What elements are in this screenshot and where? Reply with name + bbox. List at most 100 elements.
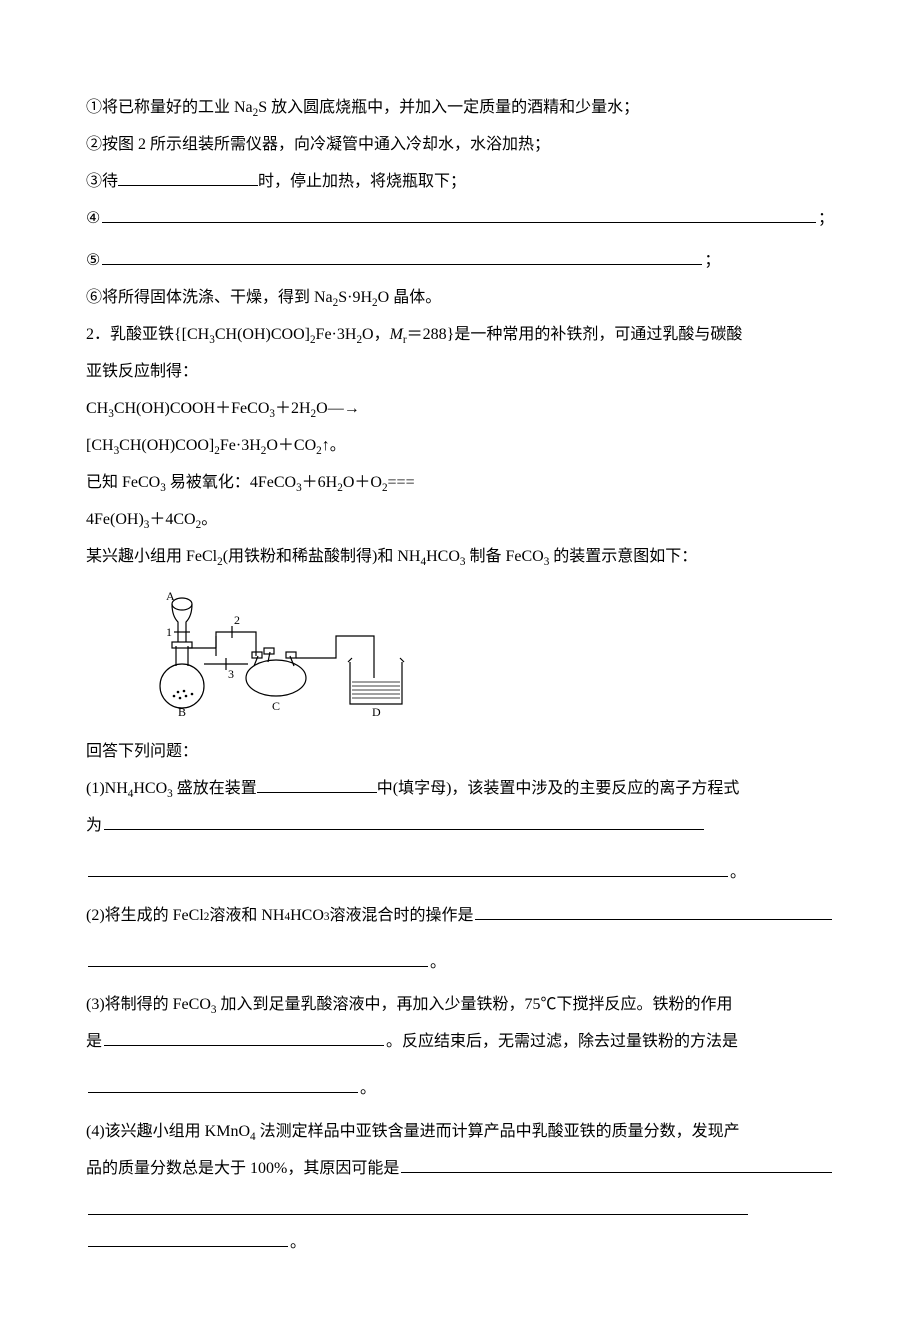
- part-1-line3: 。: [86, 855, 834, 892]
- blank-field[interactable]: [104, 813, 704, 830]
- known-line-2: 4Fe(OH)3＋4CO2。: [86, 502, 834, 539]
- label-3: 3: [228, 667, 234, 681]
- text: ===: [388, 474, 415, 491]
- step-2: ②按图 2 所示组装所需仪器，向冷凝管中通入冷却水，水浴加热；: [86, 127, 834, 164]
- known-line-1: 已知 FeCO3 易被氧化：4FeCO3＋6H2O＋O2===: [86, 465, 834, 502]
- text: ；: [704, 243, 720, 280]
- text: 品的质量分数总是大于 100%，其原因可能是: [86, 1151, 399, 1188]
- text: 。: [360, 1071, 376, 1108]
- text: ；: [818, 201, 834, 238]
- text: 2．乳酸亚铁{[CH: [86, 326, 209, 343]
- text: ＝288}是一种常用的补铁剂，可通过乳酸与碳酸: [407, 326, 743, 343]
- text: S·9H: [338, 289, 372, 306]
- text: 溶液和 NH: [209, 898, 284, 935]
- text: 盛放在装置: [173, 780, 257, 797]
- q2-intro: 2．乳酸亚铁{[CH3CH(OH)COO]2Fe·3H2O，Mr＝288}是一种…: [86, 317, 834, 354]
- label-1: 1: [166, 625, 172, 639]
- q2-intro-2: 亚铁反应制得：: [86, 354, 834, 391]
- part-4-line2: 品的质量分数总是大于 100%，其原因可能是: [86, 1151, 834, 1188]
- blank-field[interactable]: [118, 169, 258, 186]
- text: 制备 FeCO: [465, 548, 543, 565]
- part-4-line4: 。: [86, 1225, 834, 1262]
- label-d: D: [372, 705, 381, 716]
- text: 回答下列问题：: [86, 743, 198, 760]
- text: Fe·3H: [316, 326, 357, 343]
- text: 是: [86, 1024, 102, 1061]
- text: CH(OH)COOH＋FeCO: [114, 400, 270, 417]
- text: Fe·3H: [220, 437, 261, 454]
- text: O＋O: [343, 474, 382, 491]
- group-line: 某兴趣小组用 FeCl2(用铁粉和稀盐酸制得)和 NH4HCO3 制备 FeCO…: [86, 539, 834, 576]
- part-3: (3)将制得的 FeCO3 加入到足量乳酸溶液中，再加入少量铁粉，75℃下搅拌反…: [86, 987, 834, 1024]
- text: ＋4CO: [149, 511, 195, 528]
- answer-heading: 回答下列问题：: [86, 734, 834, 771]
- step-6: ⑥将所得固体洗涤、干燥，得到 Na2S·9H2O 晶体。: [86, 280, 834, 317]
- text: HCO: [133, 780, 167, 797]
- blank-field[interactable]: [88, 1076, 358, 1093]
- text: 。反应结束后，无需过滤，除去过量铁粉的方法是: [386, 1024, 738, 1061]
- part-2: (2)将生成的 FeCl2 溶液和 NH4HCO3 溶液混合时的操作是: [86, 898, 834, 935]
- blank-field[interactable]: [102, 206, 816, 223]
- text: O 晶体。: [378, 289, 442, 306]
- text: ⑥将所得固体洗涤、干燥，得到 Na: [86, 289, 333, 306]
- step-3: ③待 时，停止加热，将烧瓶取下；: [86, 164, 834, 201]
- label-c: C: [272, 699, 280, 713]
- part-1: (1)NH4HCO3 盛放在装置中(填字母)，该装置中涉及的主要反应的离子方程式: [86, 771, 834, 808]
- text: 。: [430, 945, 446, 982]
- text: O＋CO: [266, 437, 316, 454]
- label-a: A: [166, 589, 175, 603]
- blank-field[interactable]: [257, 776, 377, 793]
- text: [CH: [86, 437, 114, 454]
- text: S 放入圆底烧瓶中，并加入一定质量的酒精和少量水；: [258, 99, 639, 116]
- text: 加入到足量乳酸溶液中，再加入少量铁粉，75℃下搅拌反应。铁粉的作用: [216, 996, 732, 1013]
- mr-symbol: M: [390, 326, 403, 343]
- text: 法测定样品中亚铁含量进而计算产品中乳酸亚铁的质量分数，发现产: [256, 1123, 740, 1140]
- text: CH(OH)COO]: [119, 437, 214, 454]
- text: ＋6H: [302, 474, 338, 491]
- text: (4)该兴趣小组用 KMnO: [86, 1123, 250, 1140]
- blank-field[interactable]: [88, 950, 428, 967]
- text: 已知 FeCO: [86, 474, 160, 491]
- blank-field[interactable]: [475, 903, 832, 920]
- part-1-line2: 为: [86, 808, 834, 845]
- blank-field[interactable]: [88, 1230, 288, 1247]
- text: ↑。: [322, 437, 346, 454]
- apparatus-svg: A 1 2 3 B C D: [136, 586, 426, 716]
- part-4-line3: [86, 1198, 834, 1215]
- blank-field[interactable]: [104, 1029, 384, 1046]
- part-3-line2: 是 。反应结束后，无需过滤，除去过量铁粉的方法是: [86, 1024, 834, 1061]
- label-b: B: [178, 705, 186, 716]
- text: (1)NH: [86, 780, 128, 797]
- text: 时，停止加热，将烧瓶取下；: [258, 173, 466, 190]
- step-1: ①将已称量好的工业 Na2S 放入圆底烧瓶中，并加入一定质量的酒精和少量水；: [86, 90, 834, 127]
- text: (用铁粉和稀盐酸制得)和 NH: [223, 548, 421, 565]
- text: (3)将制得的 FeCO: [86, 996, 211, 1013]
- text: 某兴趣小组用 FeCl: [86, 548, 217, 565]
- text: 易被氧化：4FeCO: [166, 474, 296, 491]
- text: O―→: [316, 400, 360, 417]
- text: HCO: [426, 548, 460, 565]
- text: ⑤: [86, 243, 100, 280]
- text: ④: [86, 201, 100, 238]
- label-2: 2: [234, 613, 240, 627]
- text: CH(OH)COO]: [215, 326, 310, 343]
- text: O，: [362, 326, 390, 343]
- part-3-line3: 。: [86, 1071, 834, 1108]
- text: 亚铁反应制得：: [86, 363, 198, 380]
- step-4: ④ ；: [86, 201, 834, 238]
- equation-2: [CH3CH(OH)COO]2Fe·3H2O＋CO2↑。: [86, 428, 834, 465]
- blank-field[interactable]: [88, 860, 728, 877]
- text: 。: [290, 1225, 306, 1262]
- text: ＋2H: [275, 400, 311, 417]
- text: 为: [86, 808, 102, 845]
- text: 的装置示意图如下：: [549, 548, 697, 565]
- text: 4Fe(OH): [86, 511, 144, 528]
- blank-field[interactable]: [88, 1198, 748, 1215]
- blank-field[interactable]: [401, 1156, 832, 1173]
- equation-1: CH3CH(OH)COOH＋FeCO3＋2H2O―→: [86, 391, 834, 428]
- blank-field[interactable]: [102, 248, 702, 265]
- text: ③待: [86, 173, 118, 190]
- step-5: ⑤ ；: [86, 243, 834, 280]
- text: 。: [730, 855, 746, 892]
- part-2-line2: 。: [86, 945, 834, 982]
